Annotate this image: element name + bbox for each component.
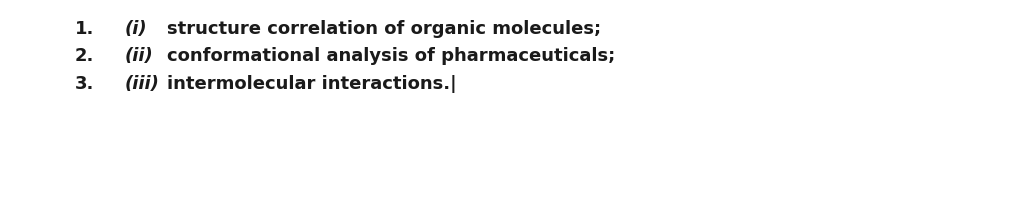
Text: conformational analysis of pharmaceuticals;: conformational analysis of pharmaceutica… bbox=[167, 47, 615, 65]
Text: intermolecular interactions.|: intermolecular interactions.| bbox=[167, 75, 457, 93]
Text: 2.: 2. bbox=[75, 47, 95, 65]
Text: (i): (i) bbox=[125, 19, 147, 37]
Text: 3.: 3. bbox=[75, 75, 95, 93]
Text: (ii): (ii) bbox=[125, 47, 154, 65]
Text: (iii): (iii) bbox=[125, 75, 160, 93]
Text: 1.: 1. bbox=[75, 19, 95, 37]
Text: structure correlation of organic molecules;: structure correlation of organic molecul… bbox=[167, 19, 601, 37]
